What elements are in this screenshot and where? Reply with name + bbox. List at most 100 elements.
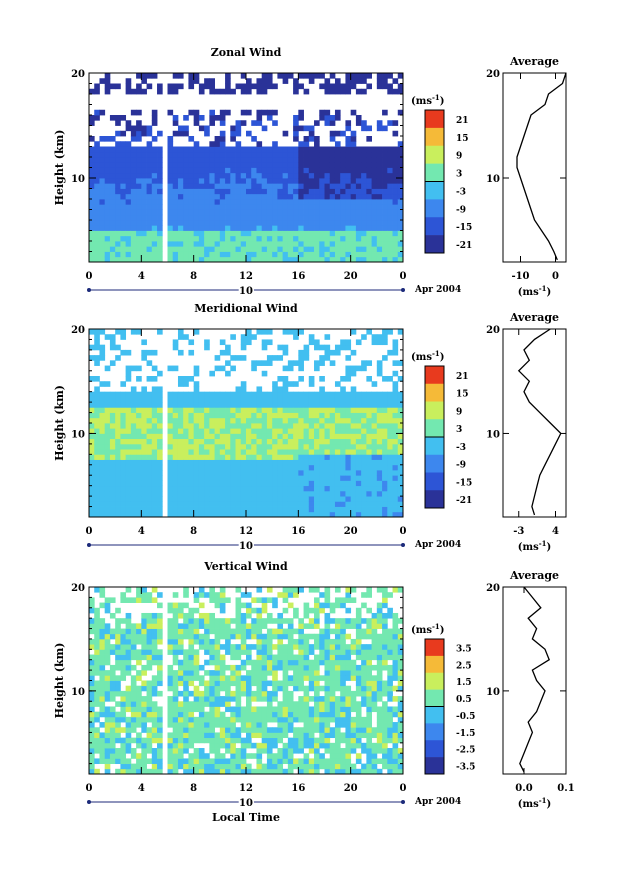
heatmap-cell <box>324 592 331 598</box>
heatmap-cell <box>366 659 372 666</box>
heatmap-cell <box>272 167 278 174</box>
heatmap-cell <box>293 433 299 440</box>
heatmap-cell <box>219 633 226 640</box>
average-title: Average <box>509 55 559 68</box>
heatmap-cell <box>225 685 231 692</box>
heatmap-cell <box>115 768 121 775</box>
heatmap-cell <box>382 480 388 487</box>
heatmap-cell <box>298 407 304 413</box>
heatmap-cell <box>319 454 325 460</box>
heatmap-cell <box>287 716 294 723</box>
heatmap-cell <box>272 146 278 153</box>
heatmap-cell <box>293 737 299 744</box>
heatmap-cell <box>329 602 336 609</box>
heatmap-cell <box>329 360 336 366</box>
heatmap-cell <box>136 480 142 487</box>
heatmap-cell <box>188 235 195 242</box>
heatmap-cell <box>287 727 294 733</box>
heatmap-cell <box>350 225 357 231</box>
heatmap-cell <box>282 490 289 497</box>
heatmap-cell <box>225 690 231 697</box>
heatmap-cell <box>366 199 372 205</box>
heatmap-cell <box>366 496 372 502</box>
heatmap-field <box>89 73 404 263</box>
heatmap-cell <box>130 685 137 692</box>
heatmap-cell <box>314 506 320 513</box>
heatmap-cell <box>334 381 341 387</box>
heatmap-cell <box>355 711 362 718</box>
heatmap-cell <box>387 120 393 126</box>
heatmap-cell <box>350 136 357 142</box>
heatmap-cell <box>183 701 189 707</box>
heatmap-cell <box>246 396 252 403</box>
heatmap-cell <box>387 438 393 445</box>
heatmap-cell <box>177 329 184 335</box>
heatmap-cell <box>240 146 247 153</box>
heatmap-cell <box>136 459 142 466</box>
heatmap-cell <box>230 125 236 132</box>
heatmap-cell <box>167 204 174 210</box>
heatmap-cell <box>334 209 341 216</box>
heatmap-cell <box>183 464 189 471</box>
heatmap-cell <box>298 355 304 361</box>
heatmap-cell <box>188 167 195 174</box>
heatmap-cell <box>94 172 100 179</box>
heatmap-cell <box>371 628 378 635</box>
heatmap-cell <box>198 737 205 744</box>
heatmap-cell <box>324 722 331 728</box>
heatmap-cell <box>303 716 310 723</box>
heatmap-cell <box>266 727 273 733</box>
x-tick-label: 16 <box>291 271 305 282</box>
heatmap-cell <box>340 706 346 713</box>
heatmap-cell <box>94 214 100 221</box>
heatmap-cell <box>198 753 205 759</box>
heatmap-cell <box>282 423 289 429</box>
heatmap-cell <box>319 193 325 200</box>
heatmap-cell <box>104 230 111 237</box>
heatmap-cell <box>282 396 289 403</box>
heatmap-cell <box>256 680 263 687</box>
heatmap-cell <box>303 612 310 619</box>
heatmap-cell <box>366 423 372 429</box>
colorbar-segment <box>425 217 444 236</box>
heatmap-cell <box>136 183 142 189</box>
heatmap-cell <box>120 758 127 765</box>
heatmap-cell <box>130 722 137 728</box>
heatmap-cell <box>382 125 388 132</box>
heatmap-cell <box>146 506 153 513</box>
heatmap-cell <box>376 120 383 126</box>
heatmap-cell <box>204 251 210 258</box>
colorbar-segment <box>425 127 444 147</box>
heatmap-cell <box>240 501 247 507</box>
heatmap-cell <box>219 675 226 681</box>
heatmap-cell <box>240 396 247 403</box>
heatmap-cell <box>167 664 174 671</box>
heatmap-cell <box>109 696 116 702</box>
heatmap-cell <box>115 654 121 661</box>
heatmap-cell <box>261 204 268 210</box>
heatmap-cell <box>94 748 100 754</box>
heatmap-cell <box>146 417 153 424</box>
heatmap-cell <box>177 391 184 398</box>
heatmap-cell <box>172 449 179 455</box>
heatmap-cell <box>298 83 304 90</box>
heatmap-cell <box>350 172 357 179</box>
heatmap-cell <box>151 638 158 645</box>
heatmap-cell <box>204 753 210 759</box>
heatmap-cell <box>188 727 195 733</box>
heatmap-cell <box>397 230 404 237</box>
heatmap-cell <box>183 711 189 718</box>
heatmap-cell <box>183 680 189 687</box>
heatmap-cell <box>355 396 362 403</box>
heatmap-cell <box>324 597 331 603</box>
heatmap-cell <box>261 417 268 424</box>
heatmap-cell <box>193 701 200 707</box>
colorbar-segment <box>425 419 444 438</box>
heatmap-cell <box>314 644 320 650</box>
heatmap-cell <box>240 172 247 179</box>
heatmap-cell <box>167 235 174 242</box>
heatmap-cell <box>146 204 153 210</box>
heatmap-cell <box>324 659 331 666</box>
heatmap-cell <box>198 690 205 697</box>
heatmap-cell <box>172 602 179 609</box>
